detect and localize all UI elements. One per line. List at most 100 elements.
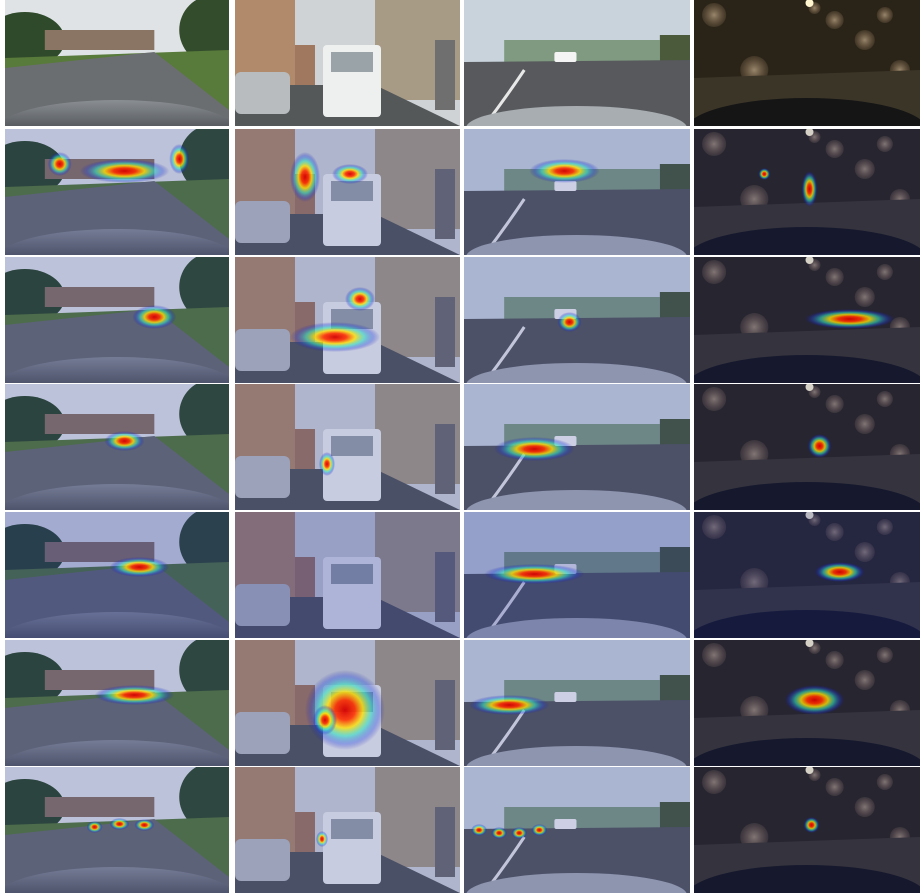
hood bbox=[694, 98, 920, 126]
bokeh bbox=[854, 797, 875, 817]
car bbox=[235, 584, 290, 626]
image-cell bbox=[235, 512, 460, 638]
building bbox=[295, 557, 315, 597]
heatmap-blob bbox=[814, 562, 865, 582]
heatmap-tint bbox=[5, 257, 229, 383]
heatmap-tint bbox=[5, 767, 229, 893]
bokeh bbox=[854, 287, 875, 307]
bokeh bbox=[825, 778, 844, 796]
image-cell bbox=[235, 640, 460, 766]
hood bbox=[5, 612, 229, 638]
bokeh bbox=[825, 268, 844, 286]
building bbox=[235, 257, 295, 342]
image-cell bbox=[5, 384, 229, 510]
houses bbox=[44, 287, 155, 307]
shutter bbox=[435, 807, 455, 877]
trees bbox=[5, 524, 65, 580]
image-cell bbox=[5, 767, 229, 893]
bokeh bbox=[825, 395, 844, 413]
bokeh bbox=[825, 11, 844, 29]
image-cell bbox=[5, 257, 229, 383]
bokeh bbox=[854, 30, 875, 50]
heatmap-blob bbox=[104, 431, 145, 451]
image-cell bbox=[235, 767, 460, 893]
image-cell bbox=[464, 257, 690, 383]
hood bbox=[466, 235, 687, 255]
hood bbox=[694, 227, 920, 255]
heatmap-blob bbox=[109, 818, 130, 830]
heatmap-tint bbox=[235, 257, 460, 383]
hood bbox=[694, 482, 920, 510]
houses bbox=[44, 30, 155, 50]
building bbox=[235, 129, 295, 214]
trees bbox=[179, 512, 229, 577]
trees bbox=[179, 767, 229, 832]
heatmap-blob bbox=[290, 322, 380, 352]
image-cell bbox=[5, 512, 229, 638]
bokeh bbox=[825, 651, 844, 669]
heatmap-blob bbox=[94, 685, 175, 705]
building bbox=[235, 767, 295, 852]
hood bbox=[5, 484, 229, 510]
car bbox=[554, 819, 577, 829]
street-light bbox=[805, 0, 814, 7]
heatmap-tint bbox=[464, 129, 690, 255]
trees bbox=[179, 384, 229, 449]
hood bbox=[5, 229, 229, 255]
street-light bbox=[805, 512, 814, 519]
car bbox=[235, 839, 290, 881]
building bbox=[295, 45, 315, 85]
image-cell bbox=[694, 257, 920, 383]
hood bbox=[5, 740, 229, 766]
heatmap-blob bbox=[86, 821, 103, 833]
van-window bbox=[331, 564, 373, 584]
image-cell bbox=[235, 0, 460, 126]
building bbox=[235, 0, 295, 85]
van-window bbox=[331, 52, 373, 72]
wall bbox=[504, 297, 660, 319]
heatmap-blob bbox=[316, 831, 328, 847]
car bbox=[554, 181, 577, 191]
heatmap-blob bbox=[319, 452, 335, 476]
houses bbox=[44, 414, 155, 434]
bokeh bbox=[876, 391, 893, 407]
building bbox=[235, 640, 295, 725]
trees bbox=[5, 12, 65, 68]
heatmap-blob bbox=[801, 171, 818, 207]
hood bbox=[694, 738, 920, 766]
trees bbox=[659, 164, 690, 194]
bokeh bbox=[876, 774, 893, 790]
bokeh bbox=[854, 159, 875, 179]
car bbox=[235, 456, 290, 498]
image-cell bbox=[235, 129, 460, 255]
car bbox=[235, 72, 290, 114]
image-cell bbox=[5, 640, 229, 766]
bokeh bbox=[702, 260, 727, 284]
heatmap-blob bbox=[758, 168, 771, 180]
image-cell bbox=[694, 384, 920, 510]
heatmap-blob bbox=[494, 437, 575, 461]
street-light bbox=[805, 640, 814, 647]
trees bbox=[179, 257, 229, 322]
heatmap-blob bbox=[290, 152, 320, 202]
shutter bbox=[435, 40, 455, 110]
shutter bbox=[435, 680, 455, 750]
bokeh bbox=[876, 264, 893, 280]
image-cell bbox=[235, 257, 460, 383]
heatmap-blob bbox=[557, 312, 582, 332]
trees bbox=[659, 802, 690, 832]
trees bbox=[5, 396, 65, 452]
trees bbox=[5, 269, 65, 325]
wall bbox=[504, 807, 660, 829]
heatmap-blob bbox=[804, 309, 895, 329]
shutter bbox=[435, 297, 455, 367]
wall bbox=[504, 680, 660, 702]
street-light bbox=[805, 384, 814, 391]
heatmap-tint bbox=[235, 512, 460, 638]
bokeh bbox=[854, 414, 875, 434]
heatmap-blob bbox=[79, 159, 170, 183]
trees bbox=[5, 141, 65, 197]
bokeh bbox=[876, 519, 893, 535]
hood bbox=[466, 873, 687, 893]
trees bbox=[5, 779, 65, 835]
